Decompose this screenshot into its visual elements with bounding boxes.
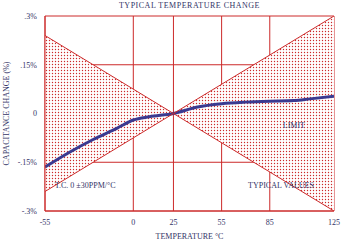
svg-text:25: 25 [169, 218, 177, 227]
svg-text:85: 85 [266, 218, 274, 227]
svg-text:55: 55 [218, 218, 226, 227]
svg-text:T.C. 0 ±30PPM/°C: T.C. 0 ±30PPM/°C [55, 181, 116, 190]
svg-text:.15%: .15% [20, 61, 37, 70]
svg-text:TYPICAL VALUES: TYPICAL VALUES [248, 181, 314, 190]
svg-text:CAPACITANCE CHANGE (%): CAPACITANCE CHANGE (%) [8, 61, 11, 165]
svg-text:0: 0 [131, 218, 135, 227]
svg-text:125: 125 [328, 218, 340, 227]
svg-text:.3%: .3% [24, 12, 37, 21]
svg-text:-55: -55 [40, 218, 51, 227]
svg-text:LIMIT: LIMIT [283, 121, 305, 130]
svg-text:0: 0 [33, 109, 37, 118]
svg-text:TEMPERATURE °C: TEMPERATURE °C [156, 232, 224, 241]
svg-text:-.3%: -.3% [22, 207, 38, 216]
svg-text:-.15%: -.15% [18, 158, 38, 167]
html-text:TYPICAL TEMPERATURE CHANGE: TYPICAL TEMPERATURE CHANGE [119, 1, 260, 10]
